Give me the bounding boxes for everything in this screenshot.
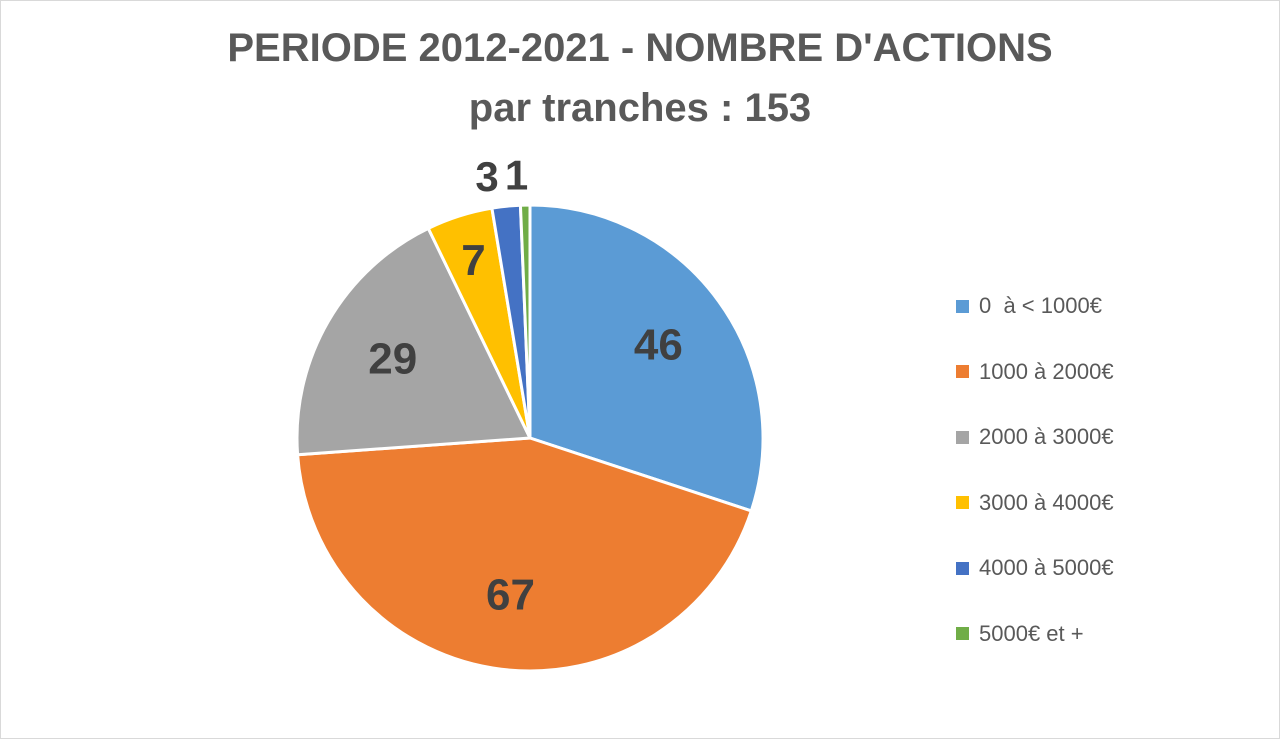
data-label-4000-5000eur: 3 [475, 153, 498, 200]
legend-swatch-icon [956, 627, 969, 641]
pie-slice-0-1000eur [528, 203, 765, 513]
legend-label: 1000 à 2000€ [979, 358, 1114, 384]
legend-swatch-icon [956, 430, 969, 444]
legend-item-1000-2000eur: 1000 à 2000€ [956, 352, 1114, 392]
chart-subtitle: par tranches : 153 [468, 86, 812, 130]
legend-label: 5000€ et + [979, 620, 1084, 646]
legend-swatch-icon [956, 299, 969, 313]
pie-slice-5000eur-et-plus [518, 203, 532, 440]
legend-swatch-icon [956, 496, 969, 510]
legend-swatch-icon [956, 365, 969, 379]
data-label-2000-3000eur: 29 [368, 334, 417, 383]
chart-title: PERIODE 2012-2021 - NOMBRE D'ACTIONS [227, 26, 1053, 70]
legend-item-4000-5000eur: 4000 à 5000€ [956, 548, 1114, 588]
legend-label: 0 à < 1000€ [979, 293, 1102, 318]
legend-label: 4000 à 5000€ [979, 555, 1114, 581]
chart-legend: 0 à < 1000€ 1000 à 2000€ 2000 à 3000€ 3000 … [956, 286, 1114, 680]
data-label-5000eur-et-plus: 1 [505, 152, 528, 199]
data-label-0-1000eur: 46 [634, 321, 683, 370]
pie-slice-2000-3000eur [295, 226, 532, 457]
pie-slice-1000-2000eur [296, 436, 753, 673]
data-label-3000-4000eur: 7 [461, 236, 485, 285]
legend-item-2000-3000eur: 2000 à 3000€ [956, 417, 1114, 457]
legend-label: 3000 à 4000€ [979, 489, 1114, 515]
legend-item-0-1000eur: 0 à < 1000€ [956, 286, 1114, 326]
legend-swatch-icon [956, 561, 969, 575]
legend-item-3000-4000eur: 3000 à 4000€ [956, 483, 1114, 523]
legend-label: 2000 à 3000€ [979, 424, 1114, 450]
legend-item-5000eur-et-plus: 5000€ et + [956, 614, 1114, 654]
data-label-1000-2000eur: 67 [486, 571, 535, 620]
